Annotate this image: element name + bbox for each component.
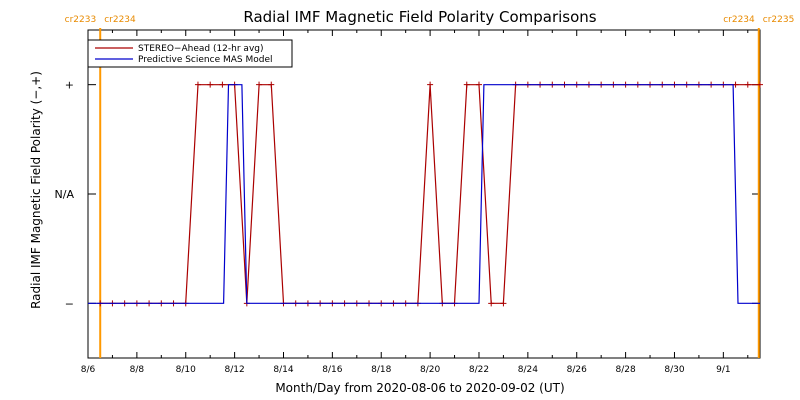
- x-tick-label: 9/1: [716, 365, 730, 375]
- carrington-label: cr2235: [763, 15, 795, 25]
- stereo-data-point: [475, 81, 482, 88]
- x-tick-label: 8/10: [176, 365, 196, 375]
- x-tick-label: 8/14: [273, 365, 293, 375]
- stereo-data-point: [207, 81, 214, 88]
- legend: STEREO−Ahead (12-hr avg) Predictive Scie…: [87, 39, 293, 68]
- plot-area: 8/6 8/8 8/10 8/12 8/14 8/16 8/18 8/20 8/22 8/24 8/…: [55, 15, 795, 375]
- legend-box: [87, 39, 293, 68]
- y-tick-label: +: [65, 79, 74, 92]
- x-tick-label: 8/28: [615, 365, 635, 375]
- stereo-data-point: [463, 81, 470, 88]
- y-tick-label: −: [65, 297, 74, 310]
- carrington-label: cr2234: [104, 15, 136, 25]
- stereo-data-point: [757, 81, 763, 88]
- x-tick-label: 8/24: [518, 365, 538, 375]
- chart-title: Radial IMF Magnetic Field Polarity Compa…: [243, 8, 596, 26]
- x-tick-label: 8/12: [225, 365, 245, 375]
- stereo-data-point: [256, 81, 263, 88]
- x-tick-label: 8/16: [322, 365, 342, 375]
- carrington-label: cr2233: [65, 15, 97, 25]
- x-tick-label: 8/20: [420, 365, 440, 375]
- stereo-data-point: [488, 300, 495, 307]
- x-tick-label: 8/6: [81, 365, 96, 375]
- stereo-data-point: [744, 81, 751, 88]
- x-tick-label: 8/22: [469, 365, 489, 375]
- x-tick-label: 8/8: [130, 365, 145, 375]
- x-tick-label: 8/18: [371, 365, 391, 375]
- legend-label-mas-model: Predictive Science MAS Model: [138, 55, 273, 65]
- legend-label-stereo: STEREO−Ahead (12-hr avg): [138, 44, 264, 54]
- stereo-data-point: [219, 81, 226, 88]
- y-axis-label: Radial IMF Magnetic Field Polarity (−,+): [29, 71, 43, 309]
- y-tick-label: N/A: [55, 188, 75, 201]
- stereo-data-point: [500, 300, 507, 307]
- x-tick-label: 8/30: [664, 365, 684, 375]
- carrington-label: cr2234: [723, 15, 755, 25]
- series-line-mas-model: [88, 84, 760, 304]
- stereo-data-point: [268, 81, 275, 88]
- stereo-data-point: [427, 81, 434, 88]
- stereo-data-point: [194, 81, 201, 88]
- x-axis-label: Month/Day from 2020-08-06 to 2020-09-02 …: [275, 381, 564, 395]
- x-tick-label: 8/26: [567, 365, 587, 375]
